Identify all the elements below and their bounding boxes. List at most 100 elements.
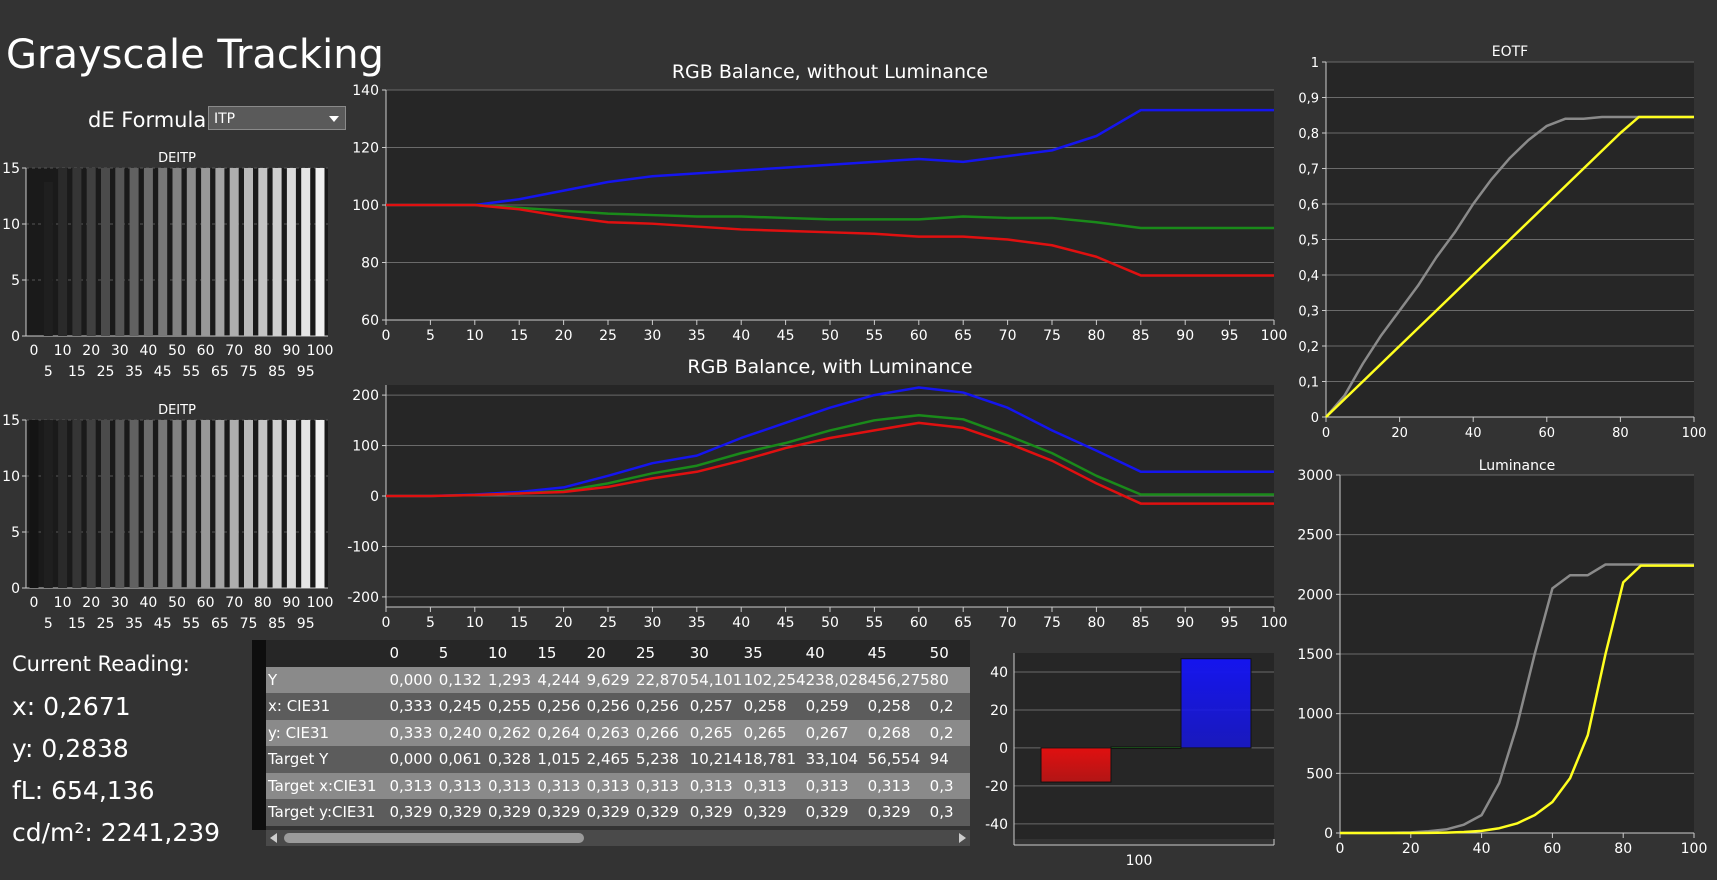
bar: [244, 168, 253, 336]
table-row[interactable]: Target x:CIE31 0,313 0,313 0,313 0,313 0,313 0…: [252, 772, 970, 799]
x-tick-label: 35: [125, 364, 143, 380]
table-scrollbar[interactable]: [266, 830, 970, 846]
table-cell: 0,258: [743, 693, 806, 720]
reading-x: x: 0,2671: [12, 692, 131, 721]
x-tick-label: 60: [1539, 426, 1556, 441]
de-formula-value: ITP: [214, 111, 236, 127]
x-tick-label: 45: [777, 615, 795, 631]
x-tick-label: 65: [211, 364, 229, 380]
scrollbar-thumb[interactable]: [284, 833, 584, 843]
de-formula-label: dE Formula:: [88, 108, 214, 132]
bar: [229, 420, 239, 588]
table-cell: 0,267: [805, 719, 868, 746]
table-cell: 0,313: [389, 772, 439, 799]
measurement-table[interactable]: 0 5 10 15 20 25 30 35 40 45 50 Y 0,000 0,132 1,293 4,24…: [252, 640, 970, 830]
x-tick-label: 85: [268, 616, 286, 632]
bar: [244, 420, 253, 588]
table-cell: 0,3: [929, 799, 970, 826]
table-cell: 0,3: [929, 772, 970, 799]
x-tick-label: 90: [282, 595, 300, 611]
x-tick-label: 95: [1221, 615, 1239, 631]
y-tick-label: 500: [1306, 766, 1333, 782]
y-tick-label: -20: [985, 779, 1008, 795]
table-row[interactable]: y: CIE31 0,333 0,240 0,262 0,264 0,263 0,266 0,…: [252, 719, 970, 746]
bar: [258, 420, 268, 588]
x-tick-label: 25: [97, 616, 115, 632]
x-tick-label: 0: [382, 615, 391, 631]
chart-title: Luminance: [1479, 458, 1556, 474]
x-tick-label: 30: [643, 615, 661, 631]
bar: [1110, 746, 1182, 749]
x-tick-label: 40: [139, 343, 157, 359]
table-row[interactable]: Target y:CIE31 0,329 0,329 0,329 0,329 0,329 0…: [252, 799, 970, 826]
chart-title: EOTF: [1492, 44, 1528, 60]
y-tick-label: 5: [11, 273, 20, 289]
table-cell: 1,015: [537, 746, 587, 773]
current-reading-header: Current Reading:: [12, 652, 190, 676]
x-tick-label: 80: [1612, 426, 1629, 441]
table-cell: 0,257: [689, 693, 744, 720]
table-cell: 456,275: [867, 666, 930, 693]
bar: [143, 168, 153, 336]
table-cell: 1,293: [488, 666, 538, 693]
table-cell: 0,333: [389, 719, 439, 746]
bar: [58, 420, 68, 588]
chart-title: DEITP: [158, 403, 196, 418]
table-cell: 5,238: [635, 746, 690, 773]
table-row[interactable]: Y 0,000 0,132 1,293 4,244 9,629 22,870 54,101 10…: [252, 666, 970, 693]
table-column-header: 15: [537, 640, 587, 667]
bar: [286, 168, 296, 336]
table-row[interactable]: x: CIE31 0,333 0,245 0,255 0,256 0,256 0,256 0,…: [252, 693, 970, 720]
table-row[interactable]: Target Y 0,000 0,061 0,328 1,015 2,465 5,238 10…: [252, 746, 970, 773]
y-tick-label: 0: [11, 581, 20, 597]
de-formula-select[interactable]: ITP: [208, 106, 346, 130]
scroll-left-icon[interactable]: [270, 833, 277, 843]
series-line: [1325, 115, 1694, 418]
y-tick-label: -40: [985, 817, 1008, 833]
x-tick-label: 0: [30, 595, 39, 611]
current-reading-panel: Current Reading: x: 0,2671 y: 0,2838 fL:…: [12, 652, 220, 854]
y-tick-label: 1500: [1297, 647, 1333, 663]
x-tick-label: 0: [1336, 841, 1345, 857]
x-tick-label: 70: [999, 328, 1017, 344]
bar: [215, 420, 225, 588]
bar: [186, 420, 196, 588]
x-tick-label: 100: [307, 343, 334, 359]
series-line: [386, 421, 1274, 505]
table-column-header: 30: [689, 640, 744, 667]
x-tick-label: 80: [254, 343, 272, 359]
x-tick-label: 70: [999, 615, 1017, 631]
table-column-header: 45: [867, 640, 930, 667]
table-cell: 22,870: [635, 666, 690, 693]
series-line: [1340, 564, 1694, 835]
scroll-right-icon[interactable]: [959, 833, 966, 843]
y-tick-label: 15: [2, 161, 20, 177]
table-cell: 0,329: [438, 799, 489, 826]
x-tick-label: 50: [821, 328, 839, 344]
x-tick-label: 60: [910, 615, 928, 631]
x-tick-label: 15: [68, 364, 86, 380]
x-tick-label: 85: [1132, 615, 1150, 631]
x-tick-label: 10: [466, 615, 484, 631]
x-tick-label: 95: [297, 616, 315, 632]
table-column-header: 40: [805, 640, 868, 667]
x-tick-label: 20: [82, 343, 100, 359]
x-tick-label: 10: [54, 343, 72, 359]
bar: [215, 168, 225, 336]
bar: [58, 168, 68, 336]
bar: [301, 168, 311, 336]
table-cell: 0,268: [867, 719, 930, 746]
x-tick-label: 75: [240, 364, 258, 380]
table-cell: 0,329: [635, 799, 690, 826]
x-tick-label: 50: [821, 615, 839, 631]
table-cell: 0,000: [389, 666, 439, 693]
table-cell: 0,313: [635, 772, 690, 799]
y-tick-label: -100: [347, 539, 379, 555]
y-tick-label: 1000: [1297, 707, 1333, 723]
y-tick-label: 0,8: [1298, 127, 1319, 142]
table-cell: 0,000: [389, 746, 439, 773]
bar: [315, 168, 325, 336]
x-tick-label: 90: [1176, 615, 1194, 631]
series-line: [386, 386, 1274, 498]
table-column-header: 0: [389, 640, 439, 667]
